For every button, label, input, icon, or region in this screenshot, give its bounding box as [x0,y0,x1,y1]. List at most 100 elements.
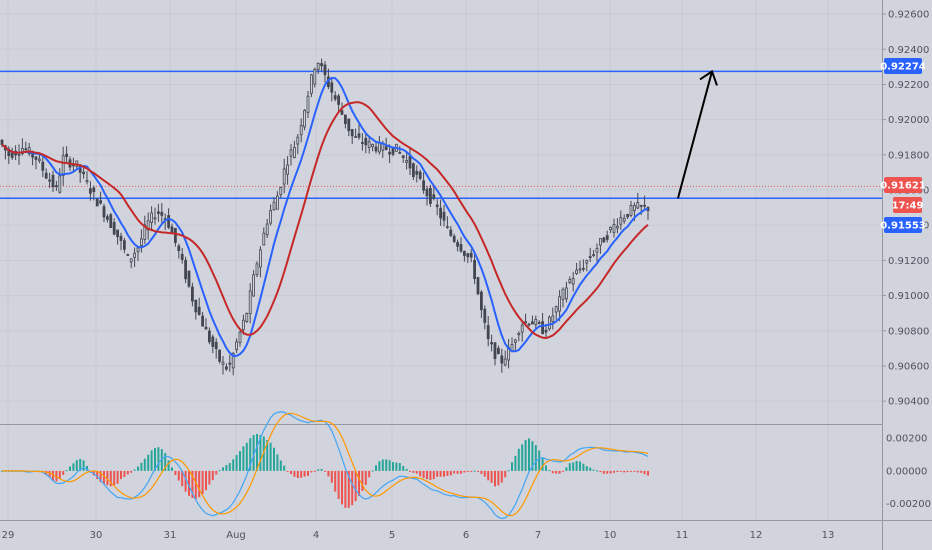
candle-body [221,361,225,365]
candle-body [170,226,174,234]
candle-body [44,172,48,179]
candle-body [425,188,429,197]
candle-body [636,202,640,209]
candle-body [190,286,194,302]
histogram-bar [252,435,255,471]
candle-body [275,195,279,210]
histogram-bar [164,453,167,471]
histogram-bar [415,470,418,474]
histogram-bar [531,441,534,471]
candle-body [282,168,286,185]
histogram-bar [398,463,401,471]
candle-body [469,252,473,258]
histogram-bar [375,465,377,471]
candle-body [493,342,497,360]
histogram-bar [497,470,500,486]
candle-body [51,174,55,188]
histogram-bar [327,470,330,477]
moving-average-slow [1,101,649,340]
candle-body [92,187,96,192]
candle-body [558,296,561,312]
candle-body [150,212,154,223]
candle-body [10,152,14,158]
candle-body [384,146,388,150]
candle-body [116,229,119,238]
histogram-bar [589,467,592,471]
candle-body [473,260,477,280]
histogram-bar [245,442,248,471]
candle-body [265,223,269,236]
candle-body [496,347,500,355]
histogram-bar [82,460,85,471]
histogram-bar [358,470,360,497]
candle-body [238,331,242,343]
price-tick-label: 0.92000 [888,115,929,126]
candle-body [204,326,208,330]
candle-body [534,319,538,325]
candle-body [279,187,283,195]
annotation-arrow[interactable] [677,69,718,199]
histogram-bar [555,470,558,474]
histogram-bar [303,470,306,477]
candle-body [548,316,551,330]
histogram-bar [426,470,428,480]
candle-body [449,229,453,236]
histogram-bar [541,457,544,471]
histogram-bar [446,470,449,476]
histogram-bar [636,470,639,473]
candle-body [411,163,415,177]
candle-body [211,336,215,347]
histogram-bar [483,470,486,477]
histogram-bar [249,438,252,471]
candle-body [371,143,375,147]
histogram-bar [215,470,218,475]
candle-body [398,152,402,154]
candle-body [224,366,228,370]
time-tick-label: 31 [164,530,177,541]
candle-body [177,245,181,252]
histogram-bar [133,469,136,471]
candle-body [58,175,62,193]
histogram-bar [412,470,415,473]
candle-body [537,322,541,324]
candle-body [119,235,123,241]
candle-body [241,319,245,330]
candle-body [568,279,572,283]
moving-averages [1,76,649,357]
candle-body [34,156,38,160]
candle-body [354,136,358,139]
histogram-bar [534,445,537,471]
candle-body [82,171,85,175]
horizontal-levels[interactable] [0,70,882,200]
histogram-bar [623,470,626,473]
histogram-bar [290,470,292,475]
price-tick-label: 0.90600 [888,361,929,372]
histogram-bar [582,463,585,471]
current-price-label: 0.91621 [880,181,926,192]
time-axis: 29 30 31 Aug 4 5 6 7 10 11 12 13 [2,530,835,541]
histogram-bar [279,460,282,471]
candle-body [609,226,612,231]
macd-histogram [1,433,649,508]
candle-body [592,254,595,257]
indicator-tick-label: 0.00200 [886,434,927,445]
time-tick-label: 13 [822,530,835,541]
candle-body [136,247,140,253]
histogram-bar [109,470,112,487]
candle-body [194,299,198,313]
histogram-bar [242,446,245,471]
candle-body [218,349,222,362]
candle-body [524,321,527,324]
histogram-bar [181,470,184,487]
candle-body [428,187,432,204]
histogram-bar [429,470,432,480]
histogram-bar [449,470,452,476]
candle-body [432,194,436,199]
price-tick-label: 0.91000 [888,291,929,302]
countdown-label: 17:49 [892,201,924,212]
candle-body [388,151,392,155]
candle-body [629,205,633,216]
histogram-bar [599,470,602,473]
histogram-bar [473,470,476,472]
